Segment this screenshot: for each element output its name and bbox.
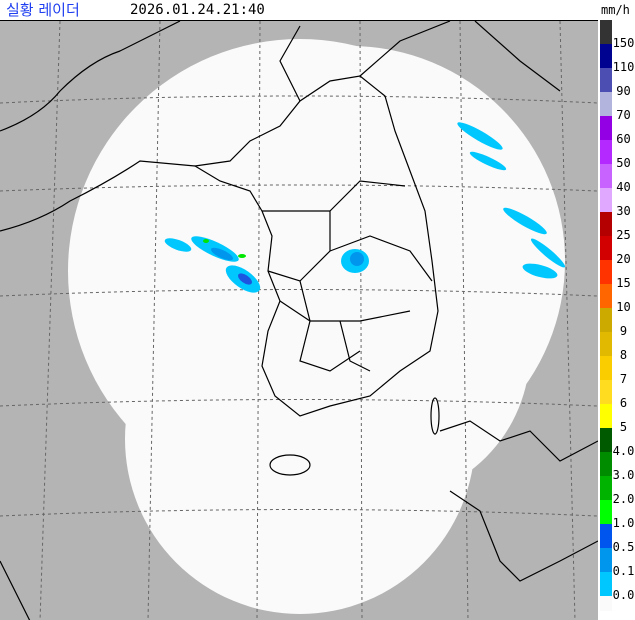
radar-map[interactable]: [0, 20, 598, 620]
legend-swatch: [600, 212, 612, 236]
legend-label: 6: [619, 396, 628, 410]
legend-swatch: [600, 548, 612, 572]
legend-label: 40: [616, 180, 631, 194]
legend-swatch: [600, 44, 612, 68]
legend-label: 50: [616, 156, 631, 170]
echo-west-sea: [164, 236, 261, 293]
legend-label: 20: [616, 252, 631, 266]
legend-label: 2.0: [612, 492, 635, 506]
legend-label: 110: [612, 60, 635, 74]
legend-label: 0.0: [612, 588, 635, 602]
legend-swatch: [600, 596, 612, 611]
legend-swatch: [600, 236, 612, 260]
legend-label: 3.0: [612, 468, 635, 482]
page-title: 실황 레이더: [6, 1, 80, 19]
legend-label: 4.0: [612, 444, 635, 458]
legend-swatch: [600, 20, 612, 44]
legend-swatch: [600, 188, 612, 212]
precipitation-legend: [600, 20, 612, 611]
legend-label: 15: [616, 276, 631, 290]
legend-swatch: [600, 356, 612, 380]
legend-swatch: [600, 380, 612, 404]
legend-label: 8: [619, 348, 628, 362]
legend-swatch: [600, 68, 612, 92]
legend-swatch: [600, 500, 612, 524]
legend-swatch: [600, 332, 612, 356]
legend-label: 30: [616, 204, 631, 218]
precipitation-echoes: [164, 122, 566, 293]
legend-swatch: [600, 404, 612, 428]
legend-swatch: [600, 452, 612, 476]
legend-label: 25: [616, 228, 631, 242]
legend-label: 1.0: [612, 516, 635, 530]
legend-swatch: [600, 524, 612, 548]
legend-swatch: [600, 260, 612, 284]
legend-swatch: [600, 140, 612, 164]
legend-unit: mm/h: [601, 3, 630, 17]
echo-inland: [341, 249, 369, 273]
legend-swatch: [600, 428, 612, 452]
legend-label: 7: [619, 372, 628, 386]
legend-label: 5: [619, 420, 628, 434]
legend-swatch: [600, 476, 612, 500]
legend-label: 0.1: [612, 564, 635, 578]
legend-label: 90: [616, 84, 631, 98]
timestamp: 2026.01.24.21:40: [130, 2, 265, 18]
legend-swatch: [600, 308, 612, 332]
legend-swatch: [600, 572, 612, 596]
legend-label: 0.5: [612, 540, 635, 554]
legend-label: 60: [616, 132, 631, 146]
coastlines: [0, 21, 598, 620]
legend-label: 150: [612, 36, 635, 50]
legend-label: 70: [616, 108, 631, 122]
legend-swatch: [600, 116, 612, 140]
legend-swatch: [600, 164, 612, 188]
legend-swatch: [600, 92, 612, 116]
legend-label: 9: [619, 324, 628, 338]
echo-east-sea: [457, 122, 566, 279]
legend-label: 10: [616, 300, 631, 314]
legend-swatch: [600, 284, 612, 308]
